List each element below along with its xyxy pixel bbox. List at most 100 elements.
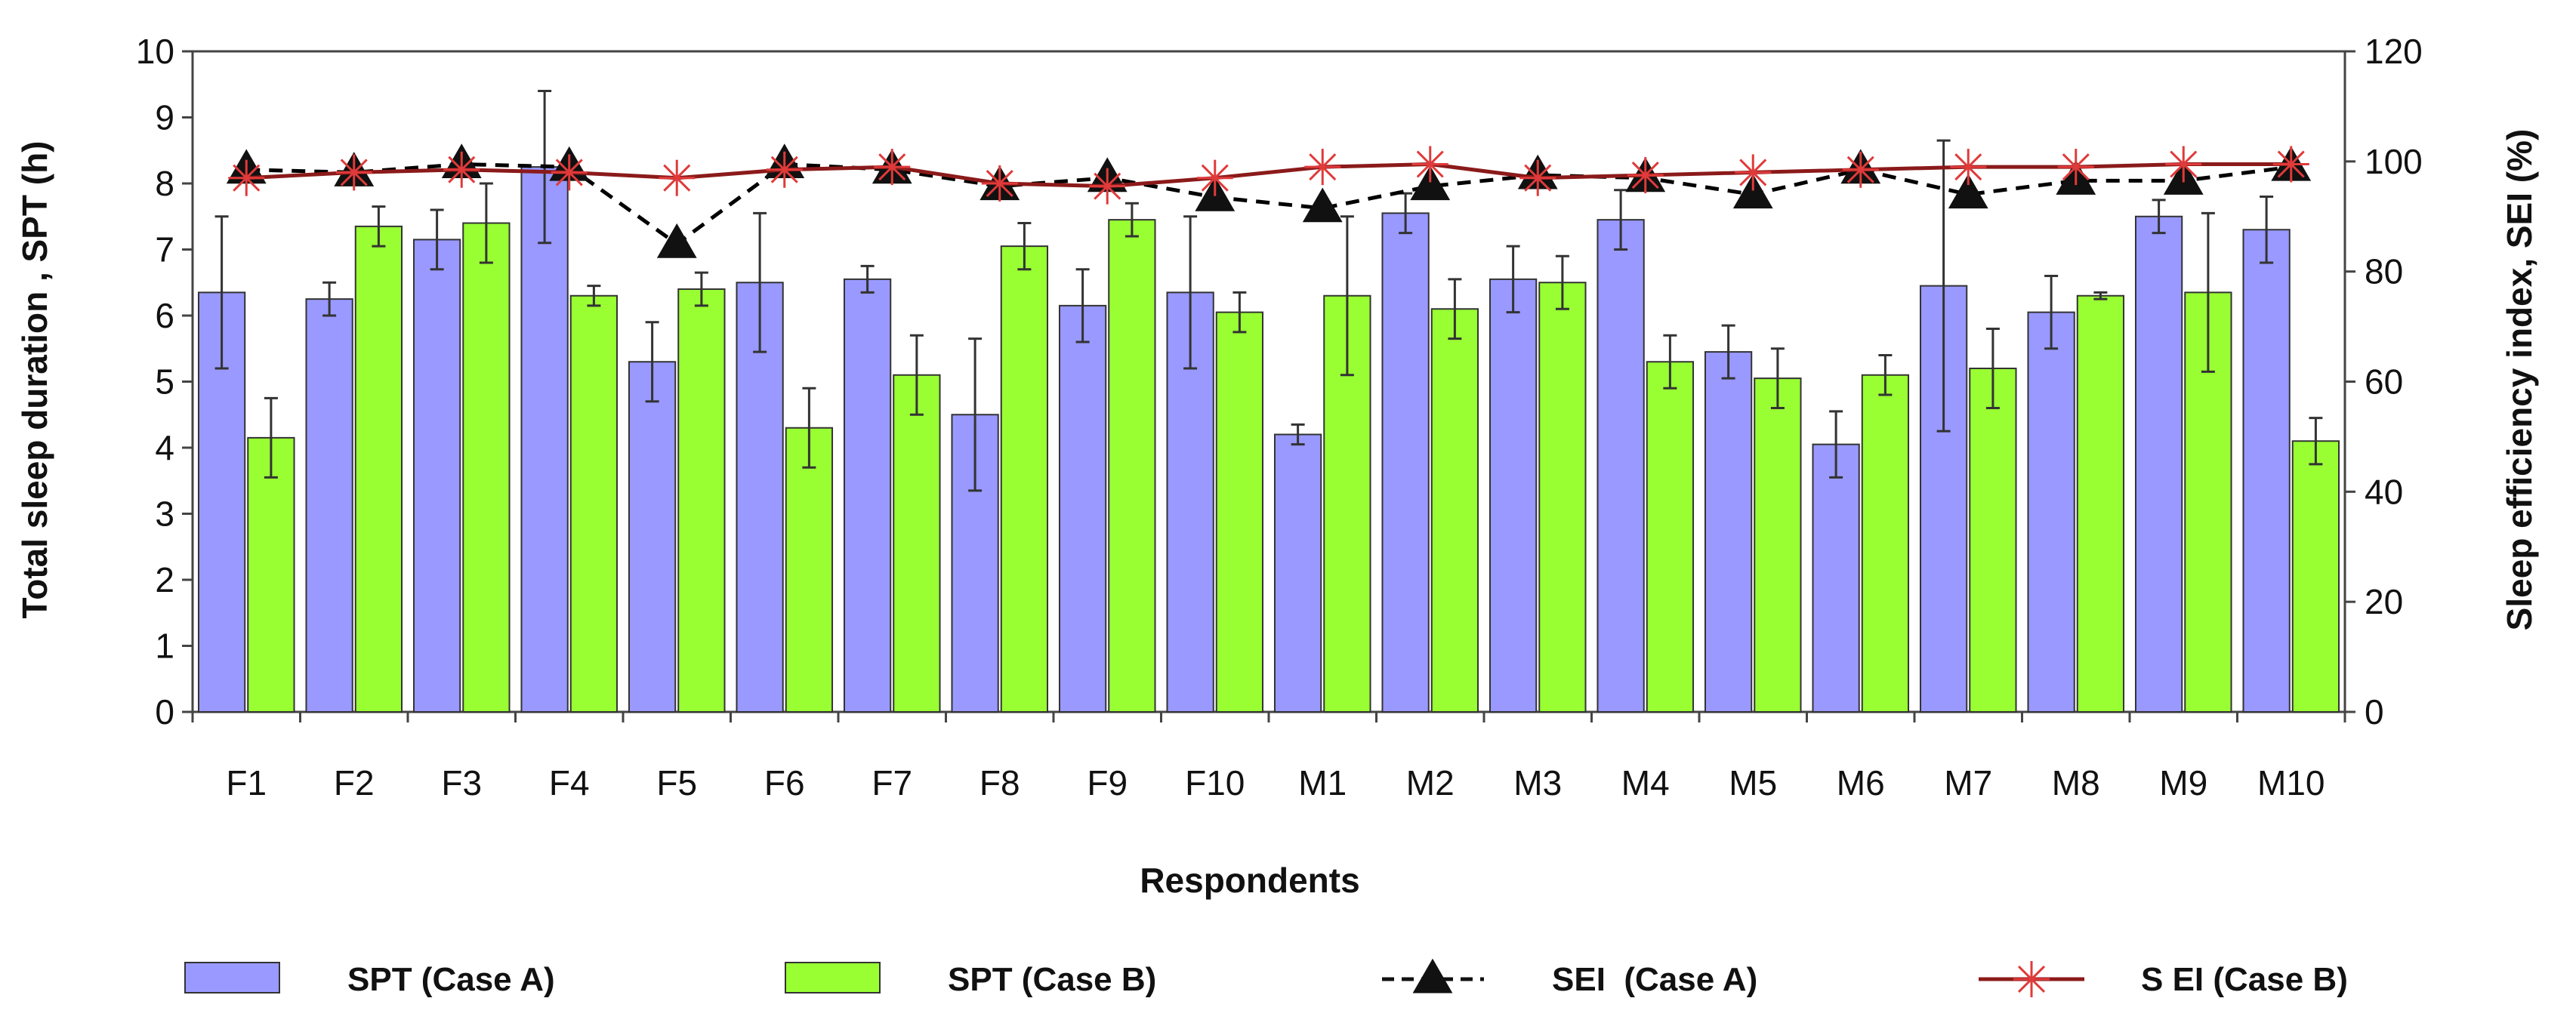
x-tick-label-m8: M8 <box>2052 763 2100 802</box>
bar-case-b-f6 <box>785 427 834 713</box>
legend-sei-case-a-marker <box>1412 958 1453 993</box>
sei-case-b-point-f2 <box>335 154 372 191</box>
bar-case-a-m5 <box>1704 351 1753 713</box>
legend-spt-case-b: SPT (Case B) <box>785 961 1156 998</box>
bar-case-b-m10 <box>2291 440 2340 713</box>
legend-spt-case-a: SPT (Case A) <box>184 961 555 998</box>
left-tick-label: 1 <box>155 627 174 666</box>
legend: SPT (Case A) SPT (Case B) SEI (Case A) S EI… <box>184 958 2348 998</box>
sei-case-b-point-m7 <box>1950 149 1987 186</box>
bar-case-b-m4 <box>1646 361 1695 713</box>
sei-case-b-point-f5 <box>659 159 696 196</box>
bar-case-b-f1 <box>247 436 295 713</box>
bar-case-a-f7 <box>843 278 892 713</box>
bar-case-b-m3 <box>1538 282 1587 713</box>
bar-case-b-f3 <box>462 222 511 713</box>
sei-case-b-point-m8 <box>2057 149 2094 186</box>
bar-case-a-f6 <box>736 282 784 713</box>
lines-layer <box>226 143 2312 258</box>
right-tick-label: 20 <box>2365 582 2403 621</box>
x-tick-label-f4: F4 <box>549 763 590 802</box>
sei-case-a-point-m5 <box>1732 174 1773 209</box>
sei-case-b-point-m1 <box>1304 149 1341 186</box>
x-tick-label-f5: F5 <box>656 763 697 802</box>
x-tick-label-m10: M10 <box>2257 763 2325 802</box>
bars-layer <box>197 90 2340 713</box>
legend-spt-case-b-swatch <box>785 962 881 993</box>
left-tick-label: 7 <box>155 230 174 270</box>
sei-case-b-point-m2 <box>1411 146 1448 183</box>
sei-case-a-point-m1 <box>1302 187 1343 223</box>
plot-frame <box>191 50 2346 713</box>
x-tick-label-f8: F8 <box>979 763 1020 802</box>
bar-case-a-f4 <box>520 166 569 713</box>
legend-sei-case-b-marker <box>2013 961 2050 997</box>
right-tick-label: 0 <box>2365 692 2384 732</box>
bar-case-a-m8 <box>2027 311 2075 713</box>
bar-case-b-m8 <box>2076 294 2125 713</box>
right-tick-label: 40 <box>2365 472 2403 511</box>
bar-case-b-f10 <box>1215 311 1264 713</box>
bar-case-b-f8 <box>1000 245 1049 713</box>
sei-case-b-point-f1 <box>228 159 265 196</box>
bar-case-a-f3 <box>412 239 461 713</box>
sei-case-b-point-m4 <box>1627 157 1664 194</box>
left-tick-label: 2 <box>155 560 174 599</box>
bar-case-b-f7 <box>893 374 941 713</box>
x-tick-label-m1: M1 <box>1298 763 1347 802</box>
right-tick-label: 120 <box>2365 32 2423 71</box>
sei-case-a-point-m7 <box>1948 174 1988 209</box>
bar-case-b-f5 <box>677 288 726 713</box>
sei-case-b-point-f3 <box>443 151 480 188</box>
bar-case-b-m2 <box>1430 308 1479 713</box>
x-tick-label-m9: M9 <box>2159 763 2207 802</box>
left-tick-label: 0 <box>155 692 174 732</box>
x-tick-label-m2: M2 <box>1406 763 1455 802</box>
bar-case-a-f9 <box>1058 304 1107 713</box>
sei-case-b-point-m3 <box>1519 159 1556 196</box>
bar-case-a-m6 <box>1812 443 1860 713</box>
bar-case-a-m3 <box>1489 278 1538 713</box>
legend-spt-case-a-swatch <box>184 962 280 993</box>
right-tick-label: 60 <box>2365 362 2403 402</box>
sei-case-b-point-m10 <box>2272 146 2309 183</box>
x-tick-label-f9: F9 <box>1087 763 1128 802</box>
x-tick-label-m6: M6 <box>1837 763 1885 802</box>
plot-area <box>191 50 2346 713</box>
y-axis-right-title: Sleep efficiency index, SEI (%) <box>2500 129 2539 631</box>
y-axis-left-title: Total sleep duration , SPT (h) <box>15 141 54 619</box>
bar-case-b-f4 <box>569 294 619 713</box>
left-tick-label: 8 <box>155 164 174 203</box>
legend-sei-case-a-label: SEI (Case A) <box>1552 961 1757 998</box>
bar-case-a-f2 <box>305 298 353 713</box>
sei-case-b-point-f10 <box>1196 159 1233 196</box>
bar-case-a-m9 <box>2134 215 2183 713</box>
x-tick-label-f7: F7 <box>872 763 912 802</box>
legend-sei-case-a: SEI (Case A) <box>1382 958 1757 998</box>
sei-case-b-point-f7 <box>874 149 911 186</box>
x-tick-label-m5: M5 <box>1729 763 1777 802</box>
sei-case-b-point-m6 <box>1842 151 1879 188</box>
left-tick-label: 6 <box>155 296 174 335</box>
right-tick-label: 100 <box>2365 142 2423 181</box>
x-tick-label-m4: M4 <box>1621 763 1670 802</box>
bar-case-a-m4 <box>1597 219 1645 713</box>
x-tick-label-f1: F1 <box>226 763 267 802</box>
x-tick-label-m3: M3 <box>1513 763 1562 802</box>
legend-sei-case-b: S EI (Case B) <box>1979 961 2348 998</box>
legend-sei-case-b-label: S EI (Case B) <box>2141 961 2348 998</box>
sei-case-a-point-m2 <box>1410 165 1451 201</box>
sei-case-b-point-f9 <box>1089 168 1126 205</box>
bar-case-a-f5 <box>628 361 677 713</box>
x-tick-label-f2: F2 <box>334 763 375 802</box>
bar-case-a-m2 <box>1381 212 1430 713</box>
x-tick-label-f10: F10 <box>1185 763 1245 802</box>
sei-case-b-point-f4 <box>551 154 588 191</box>
sei-case-b-point-f6 <box>766 151 803 188</box>
x-tick-label-m7: M7 <box>1944 763 1992 802</box>
bar-case-b-m6 <box>1861 374 1910 713</box>
x-tick-label-f6: F6 <box>764 763 805 802</box>
